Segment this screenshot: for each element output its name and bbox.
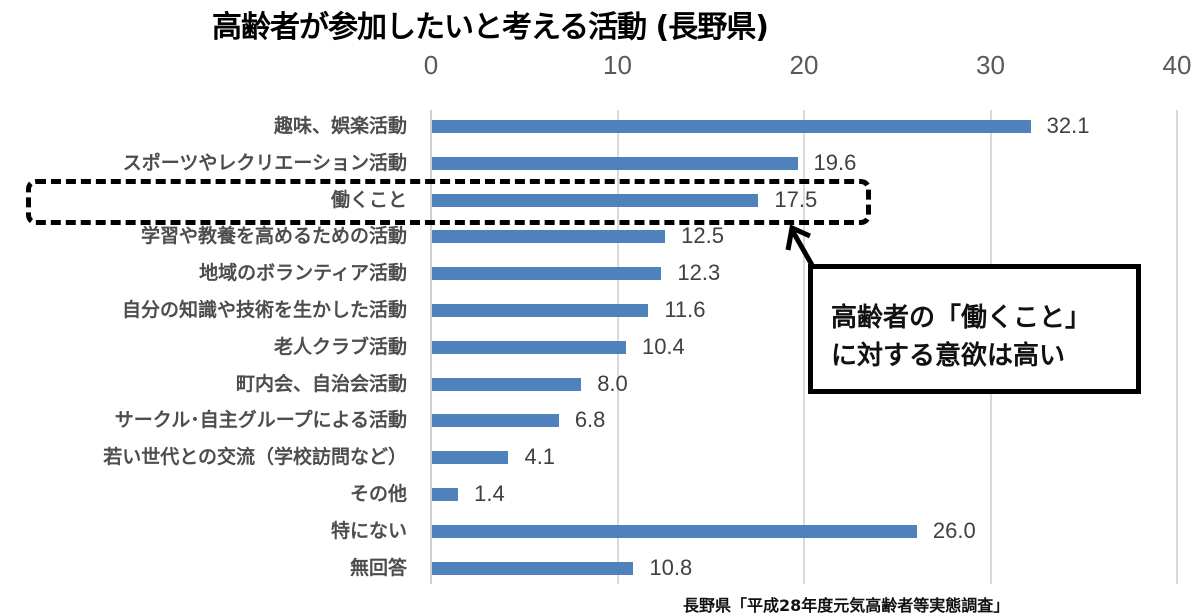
bar [432,451,509,465]
bar [432,414,559,428]
callout-box: 高齢者の「働くこと」 に対する意欲は高い [808,264,1141,394]
category-label: 働くこと [330,188,407,211]
value-label: 26.0 [932,517,976,543]
value-label: 6.8 [574,407,606,433]
bar [432,304,649,317]
bar [432,156,798,170]
x-tick-label: 30 [976,50,1005,80]
value-label: 10.4 [641,333,685,359]
callout-text: 高齢者の「働くこと」 に対する意欲は高い [831,299,1091,375]
bar [432,488,459,501]
category-label: 若い世代との交流（学校訪問など） [103,446,407,469]
category-label: 無回答 [349,556,407,579]
bar [432,120,1031,133]
source-note: 長野県「平成28年度元気高齢者等実態調査」 [683,596,1010,615]
value-label: 4.1 [524,444,556,470]
value-label: 12.5 [681,223,724,249]
x-tick-label: 20 [789,50,819,80]
value-label: 8.0 [597,370,628,396]
category-label: サークル･自主グループによる活動 [114,409,407,432]
value-label: 17.5 [774,186,818,212]
bar [432,230,666,244]
category-label: 自分の知識や技術を生かした活動 [121,299,407,321]
value-label: 19.6 [813,149,857,175]
category-label: 学習や教養を高めるための活動 [140,225,407,248]
chart-title: 高齢者が参加したいと考える活動 (長野県) [212,10,769,45]
value-label: 11.6 [664,297,706,322]
bar [432,561,634,575]
value-label: 12.3 [677,260,721,286]
category-label: スポーツやレクリエーション活動 [122,151,407,174]
bar [432,267,662,281]
bar [432,524,917,538]
value-label: 1.4 [474,481,505,506]
bar [432,377,582,391]
highlight-box [26,179,871,225]
x-tick-label: 0 [423,50,439,80]
callout-line-2: に対する意欲は高い [831,341,1066,371]
category-label: 特にない [330,519,407,542]
category-label: 老人クラブ活動 [273,335,407,358]
x-tick-label: 10 [603,50,632,80]
gridline [803,110,805,584]
x-tick-label: 40 [1162,50,1192,80]
bar [432,340,626,354]
category-label: 地域のボランティア活動 [199,262,407,285]
value-label: 10.8 [649,554,693,580]
gridline [1176,110,1178,584]
category-label: 趣味、娯楽活動 [273,115,407,137]
bar [432,193,759,207]
y-axis-line [430,110,432,584]
category-label: その他 [349,483,407,505]
callout-line-1: 高齢者の「働くこと」 [831,303,1092,333]
category-label: 町内会、自治会活動 [235,372,407,395]
value-label: 32.1 [1046,113,1090,138]
